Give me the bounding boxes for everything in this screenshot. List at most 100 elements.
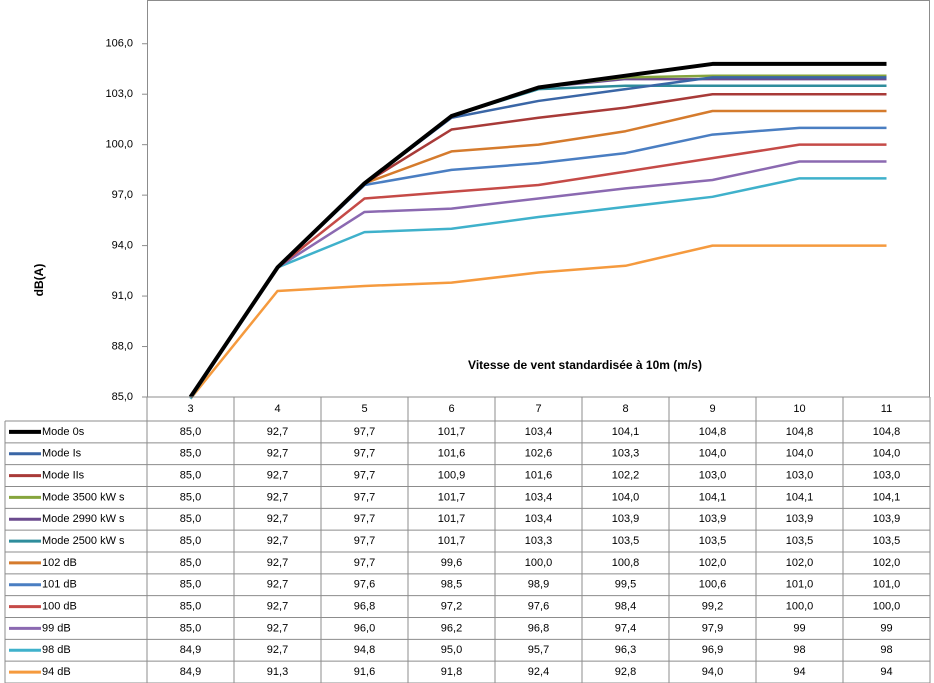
x-tick-label: 3: [187, 403, 193, 415]
data-label: 92,7: [267, 491, 288, 503]
data-label: 98,5: [441, 579, 462, 591]
x-tick-label: 11: [881, 403, 892, 415]
data-label: 97,6: [354, 579, 375, 591]
data-label: 103,0: [786, 469, 814, 481]
data-label: 101,7: [438, 426, 466, 438]
data-label: 96,3: [615, 644, 636, 656]
data-label: 97,7: [354, 426, 375, 438]
legend-label: Mode 2990 kW s: [42, 513, 125, 525]
data-label: 99,2: [702, 600, 723, 612]
legend-label: Mode 0s: [42, 426, 85, 438]
legend-label: 98 dB: [42, 644, 71, 656]
data-label: 103,0: [873, 469, 901, 481]
data-label: 103,3: [612, 448, 640, 460]
y-tick-label: 103,0: [105, 88, 133, 100]
y-tick-label: 91,0: [112, 290, 133, 302]
data-label: 102,0: [699, 557, 727, 569]
data-label: 91,6: [354, 666, 375, 678]
data-label: 104,1: [786, 491, 814, 503]
data-label: 104,8: [873, 426, 901, 438]
data-label: 97,7: [354, 469, 375, 481]
x-axis-title: Vitesse de vent standardisée à 10m (m/s): [468, 358, 702, 372]
data-label: 103,5: [873, 535, 901, 547]
data-label: 101,7: [438, 535, 466, 547]
data-label: 99: [880, 622, 892, 634]
data-label: 102,6: [525, 448, 553, 460]
data-label: 96,2: [441, 622, 462, 634]
data-label: 103,5: [699, 535, 727, 547]
data-label: 85,0: [180, 600, 201, 612]
data-label: 104,0: [873, 448, 901, 460]
data-label: 104,0: [699, 448, 727, 460]
data-label: 103,0: [699, 469, 727, 481]
data-label: 103,9: [786, 513, 814, 525]
data-label: 104,1: [699, 491, 727, 503]
data-label: 96,9: [702, 644, 723, 656]
data-label: 94: [880, 666, 892, 678]
data-label: 94,8: [354, 644, 375, 656]
data-label: 97,7: [354, 535, 375, 547]
data-label: 94,0: [702, 666, 723, 678]
data-label: 103,3: [525, 535, 553, 547]
data-label: 102,2: [612, 469, 640, 481]
data-label: 103,4: [525, 491, 553, 503]
data-label: 101,6: [525, 469, 553, 481]
data-label: 104,0: [786, 448, 814, 460]
data-label: 100,8: [612, 557, 640, 569]
data-label: 92,8: [615, 666, 636, 678]
data-label: 99,6: [441, 557, 462, 569]
data-label: 97,2: [441, 600, 462, 612]
data-label: 103,9: [873, 513, 901, 525]
data-label: 104,1: [612, 426, 640, 438]
data-label: 104,0: [612, 491, 640, 503]
series-line: [188, 61, 887, 399]
data-label: 96,8: [528, 622, 549, 634]
data-label: 92,7: [267, 448, 288, 460]
data-label: 99: [793, 622, 805, 634]
legend-label: Mode 2500 kW s: [42, 535, 125, 547]
data-label: 84,9: [180, 666, 201, 678]
data-label: 91,3: [267, 666, 288, 678]
legend-label: 99 dB: [42, 622, 71, 634]
legend-label: 100 dB: [42, 600, 77, 612]
y-tick-label: 88,0: [112, 340, 133, 352]
y-tick-label: 94,0: [112, 240, 133, 252]
y-tick-label: 85,0: [112, 391, 133, 403]
data-label: 95,7: [528, 644, 549, 656]
data-label: 101,6: [438, 448, 466, 460]
data-label: 101,7: [438, 491, 466, 503]
legend-label: Mode IIs: [42, 469, 85, 481]
data-label: 85,0: [180, 535, 201, 547]
data-label: 100,0: [786, 600, 814, 612]
data-label: 104,1: [873, 491, 901, 503]
y-tick-label: 97,0: [112, 189, 133, 201]
data-label: 101,7: [438, 513, 466, 525]
data-label: 92,7: [267, 644, 288, 656]
x-tick-label: 8: [622, 403, 628, 415]
data-label: 103,5: [612, 535, 640, 547]
series-line: [189, 143, 887, 398]
x-tick-label: 9: [709, 403, 715, 415]
y-tick-label: 106,0: [105, 38, 133, 50]
x-tick-label: 7: [535, 403, 541, 415]
data-label: 103,5: [786, 535, 814, 547]
y-tick-label: 100,0: [105, 139, 133, 151]
data-label: 100,9: [438, 469, 466, 481]
data-label: 92,7: [267, 579, 288, 591]
data-label: 97,7: [354, 513, 375, 525]
data-label: 99,5: [615, 579, 636, 591]
x-tick-label: 4: [274, 403, 280, 415]
data-label: 85,0: [180, 557, 201, 569]
data-label: 98: [880, 644, 892, 656]
data-label: 96,0: [354, 622, 375, 634]
data-label: 104,8: [786, 426, 814, 438]
data-label: 100,6: [699, 579, 727, 591]
data-label: 85,0: [180, 513, 201, 525]
data-label: 100,0: [525, 557, 553, 569]
data-label: 102,0: [873, 557, 901, 569]
data-label: 98: [793, 644, 805, 656]
data-label: 97,9: [702, 622, 723, 634]
data-label: 97,7: [354, 448, 375, 460]
